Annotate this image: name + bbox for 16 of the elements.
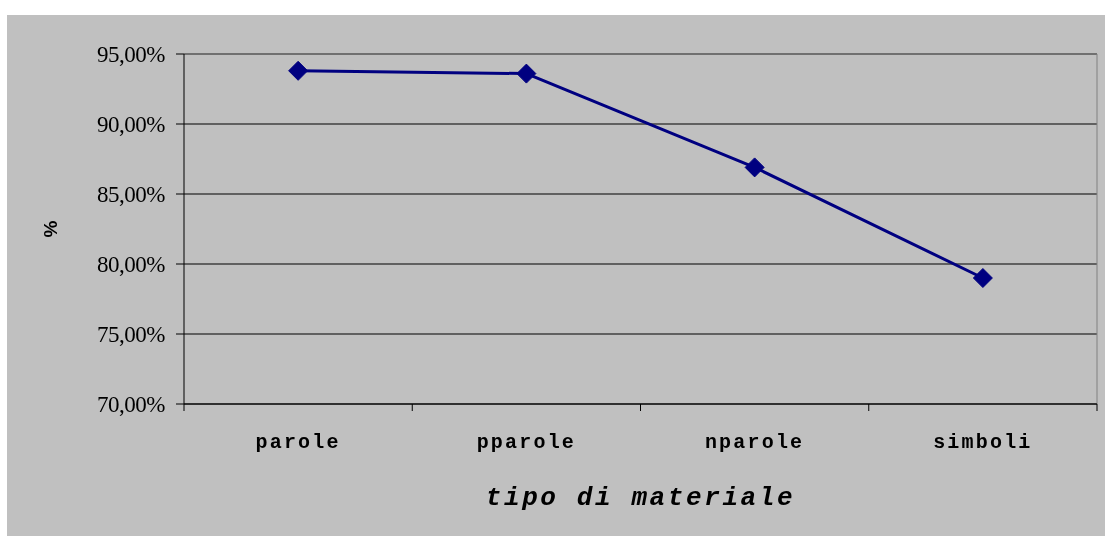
x-tick-label: nparole	[704, 430, 805, 454]
point	[288, 60, 309, 81]
x-tick-label: simboli	[933, 430, 1033, 454]
y-tick-label: 70,00%	[97, 392, 166, 418]
point	[972, 268, 993, 288]
y-tick-label: 80,00%	[97, 252, 166, 278]
y-tick-label: 75,00%	[97, 322, 166, 348]
point	[516, 63, 537, 84]
x-tick-label: parole	[255, 430, 341, 454]
y-tick-label: 95,00%	[97, 42, 166, 68]
y-tick-label: 90,00%	[97, 112, 166, 138]
x-tick-label: pparole	[476, 430, 577, 454]
point	[744, 157, 765, 178]
x-axis-title: tipo di materiale	[485, 483, 796, 513]
y-tick-label: 85,00%	[97, 182, 166, 208]
y-axis-title: %	[39, 220, 61, 238]
